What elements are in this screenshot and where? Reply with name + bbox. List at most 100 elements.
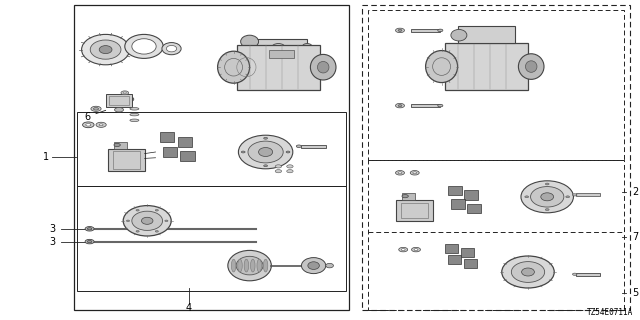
Ellipse shape <box>545 183 549 185</box>
Text: 3: 3 <box>49 224 56 234</box>
Ellipse shape <box>264 137 268 139</box>
Ellipse shape <box>259 148 273 156</box>
Bar <box>396 200 433 221</box>
Ellipse shape <box>99 46 112 53</box>
Ellipse shape <box>232 259 236 272</box>
Bar <box>113 151 140 169</box>
Ellipse shape <box>130 113 139 116</box>
Ellipse shape <box>518 54 544 79</box>
Ellipse shape <box>414 249 418 251</box>
Text: 2: 2 <box>632 187 639 197</box>
Ellipse shape <box>396 171 404 175</box>
Ellipse shape <box>275 170 282 173</box>
Ellipse shape <box>165 220 168 221</box>
Bar <box>467 204 481 213</box>
Bar <box>106 94 132 107</box>
Ellipse shape <box>114 143 120 147</box>
Ellipse shape <box>573 273 577 275</box>
Ellipse shape <box>122 96 134 102</box>
Bar <box>448 255 461 264</box>
Bar <box>576 193 600 196</box>
Ellipse shape <box>130 108 139 110</box>
Ellipse shape <box>244 259 249 272</box>
Ellipse shape <box>398 172 402 174</box>
Ellipse shape <box>132 39 156 54</box>
Ellipse shape <box>82 35 130 65</box>
Ellipse shape <box>88 228 92 230</box>
Ellipse shape <box>286 151 290 153</box>
Ellipse shape <box>248 141 283 163</box>
Bar <box>411 104 440 107</box>
Bar <box>237 45 320 90</box>
Ellipse shape <box>238 259 243 272</box>
Ellipse shape <box>396 103 404 108</box>
Ellipse shape <box>521 181 573 213</box>
Ellipse shape <box>166 45 177 52</box>
Ellipse shape <box>228 250 271 281</box>
Ellipse shape <box>88 241 92 243</box>
Ellipse shape <box>438 29 443 32</box>
Ellipse shape <box>136 210 140 211</box>
Bar <box>109 96 129 105</box>
Ellipse shape <box>241 35 259 48</box>
Ellipse shape <box>426 51 458 83</box>
Bar <box>464 190 478 200</box>
Ellipse shape <box>302 44 312 49</box>
Bar <box>180 151 195 161</box>
Ellipse shape <box>511 262 545 283</box>
Ellipse shape <box>402 195 408 198</box>
Bar <box>108 149 145 171</box>
Bar <box>160 132 174 142</box>
Ellipse shape <box>308 262 319 269</box>
Ellipse shape <box>156 230 159 232</box>
Bar <box>269 50 294 58</box>
Ellipse shape <box>412 247 420 252</box>
Ellipse shape <box>326 263 333 268</box>
Ellipse shape <box>90 40 121 59</box>
Ellipse shape <box>141 217 153 224</box>
Ellipse shape <box>271 44 285 52</box>
Text: 6: 6 <box>84 112 91 122</box>
Ellipse shape <box>398 105 402 107</box>
Ellipse shape <box>287 170 293 173</box>
Ellipse shape <box>525 196 529 198</box>
Ellipse shape <box>531 187 564 207</box>
Bar <box>250 39 307 59</box>
Bar <box>401 203 428 218</box>
Ellipse shape <box>218 51 250 83</box>
Ellipse shape <box>83 122 94 128</box>
Ellipse shape <box>438 104 443 107</box>
Ellipse shape <box>241 151 245 153</box>
Bar <box>301 145 326 148</box>
Ellipse shape <box>127 220 129 221</box>
Ellipse shape <box>296 145 301 148</box>
Ellipse shape <box>250 259 255 272</box>
Ellipse shape <box>275 165 282 168</box>
Ellipse shape <box>124 92 127 93</box>
Ellipse shape <box>162 43 181 55</box>
Ellipse shape <box>401 249 405 251</box>
Ellipse shape <box>238 135 292 169</box>
Ellipse shape <box>86 124 91 126</box>
Ellipse shape <box>263 259 268 272</box>
Text: 7: 7 <box>632 232 639 242</box>
Bar <box>576 273 600 276</box>
Ellipse shape <box>115 108 124 112</box>
Ellipse shape <box>522 268 534 276</box>
Ellipse shape <box>502 256 554 288</box>
Bar <box>461 248 474 257</box>
Ellipse shape <box>287 165 293 168</box>
Bar <box>458 26 515 43</box>
Ellipse shape <box>85 227 94 231</box>
Ellipse shape <box>399 247 408 252</box>
Ellipse shape <box>130 119 139 122</box>
Bar <box>114 142 127 149</box>
Ellipse shape <box>317 61 329 73</box>
Ellipse shape <box>85 239 94 244</box>
Ellipse shape <box>396 28 404 33</box>
Ellipse shape <box>545 209 549 211</box>
Ellipse shape <box>257 259 262 272</box>
Ellipse shape <box>310 54 336 80</box>
Bar <box>445 43 528 90</box>
Ellipse shape <box>413 172 417 174</box>
